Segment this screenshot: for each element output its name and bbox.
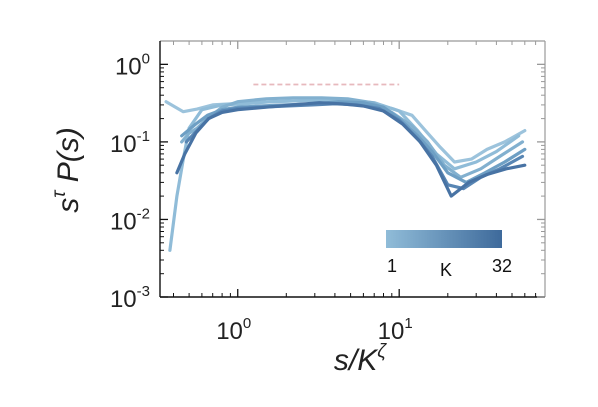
y-tick-label-exp: 0 [142,50,150,67]
y-tick-label: 10-1 [110,128,150,158]
x-axis-title-sup: ζ [377,341,387,362]
y-axis-title: sτ P(s) [49,127,85,212]
colorbar-title: K [440,260,452,280]
colorbar-gradient [386,230,502,248]
x-tick-label-exp: 1 [404,315,412,332]
series-line-5 [184,102,525,191]
x-tick-labels: 100 101 [216,315,413,345]
y-tick-label-base: 10 [110,131,137,158]
y-tick-label: 10-2 [110,205,150,235]
colorbar-max-label: 32 [492,256,512,276]
y-axis-title-sup: τ [49,189,70,198]
y-tick-label-exp: -2 [137,205,150,222]
series-layer [164,96,527,252]
x-axis-title: s/Kζ [334,341,387,377]
y-tick-label-exp: -3 [137,283,150,300]
x-axis-title-main: s/K [334,344,379,377]
y-tick-label-base: 10 [110,286,137,313]
minor-ticks [160,41,545,297]
y-tick-label-base: 10 [110,208,137,235]
y-axis-title-main: s [52,198,85,213]
x-tick-label-exp: 0 [243,315,251,332]
major-ticks [160,41,545,298]
x-tick-label-base: 10 [216,318,243,345]
x-tick-label: 101 [378,315,413,345]
x-tick-label: 100 [216,315,251,345]
y-tick-label: 10-3 [110,283,150,313]
y-axis-title-rest: P(s) [52,127,85,190]
colorbar: 1 K 32 [386,230,512,280]
plot-area [159,40,546,298]
y-tick-label: 100 [115,50,150,80]
y-tick-label-exp: -1 [137,128,150,145]
colorbar-min-label: 1 [387,256,397,276]
series-line-6 [175,101,527,198]
x-tick-label-base: 10 [378,318,405,345]
y-tick-label-base: 10 [115,53,142,80]
